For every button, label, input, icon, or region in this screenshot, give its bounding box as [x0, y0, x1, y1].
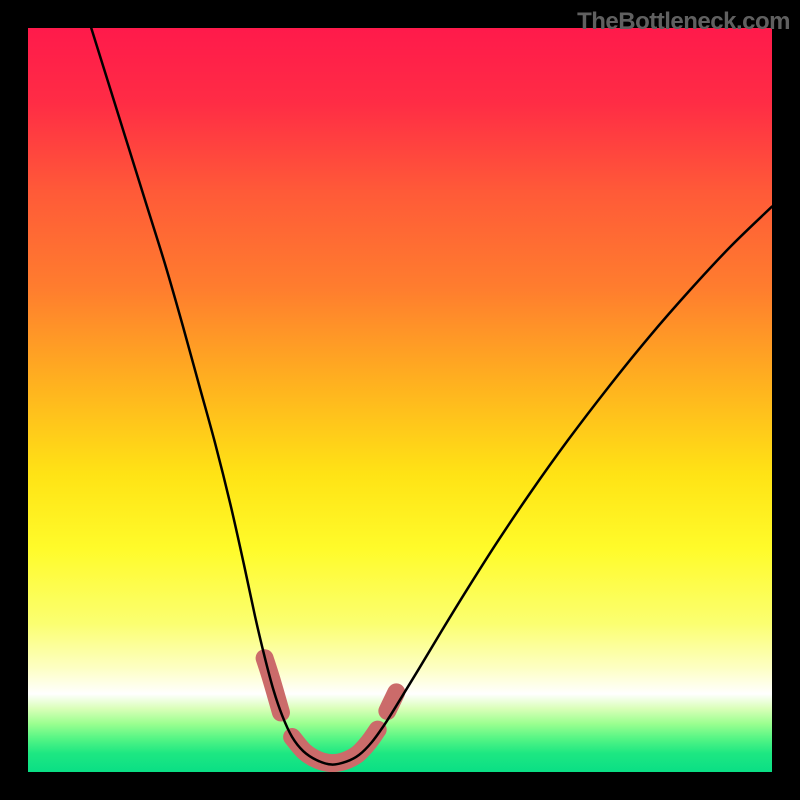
chart-stage: TheBottleneck.com [0, 0, 800, 800]
gradient-background [28, 28, 772, 772]
watermark-text: TheBottleneck.com [577, 8, 790, 36]
